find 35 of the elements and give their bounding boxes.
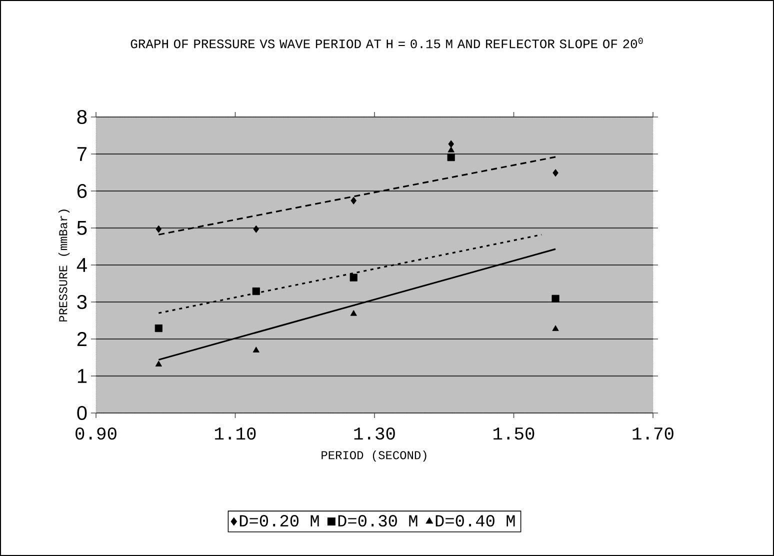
- y-tick-label: 0: [77, 406, 87, 420]
- x-tick-label: 1.10: [215, 427, 256, 440]
- point: [552, 325, 559, 331]
- point: [448, 140, 454, 148]
- point: [154, 324, 162, 332]
- point: [156, 225, 162, 233]
- y-tick-label: 7: [77, 147, 86, 161]
- y-tick-label: 8: [77, 110, 87, 124]
- y-tick-label: 3: [77, 294, 87, 310]
- legend-label: D=0.30 M: [338, 515, 418, 527]
- point: [253, 225, 260, 233]
- y-tick-label: 5: [77, 221, 87, 235]
- point: [447, 154, 455, 162]
- point: [350, 274, 358, 282]
- point: [252, 346, 260, 352]
- point: [252, 287, 260, 296]
- x-tick-label: 0.90: [76, 427, 116, 440]
- x-tick-label: 1.70: [632, 427, 674, 440]
- point: [350, 310, 357, 316]
- point: [448, 146, 454, 152]
- legend-label: D=0.40 M: [436, 515, 515, 527]
- y-axis-title: PRESSURE (mmBar): [58, 210, 70, 322]
- y-tick-label: 1: [78, 369, 87, 383]
- y-tick-label: 6: [77, 184, 87, 198]
- point: [552, 294, 560, 302]
- x-axis-title: PERIOD (SECOND): [322, 450, 426, 462]
- legend-label: D=0.20 M: [240, 515, 319, 527]
- point: [155, 360, 162, 367]
- y-tick-label: 4: [76, 258, 87, 272]
- point: [552, 169, 558, 177]
- y-tick-label: 2: [77, 332, 86, 346]
- x-tick-label: 1.50: [494, 427, 534, 440]
- point: [350, 196, 357, 204]
- chart-title: GRAPH OF PRESSURE VS WAVE PERIOD AT H = 0.15 M AND REFLECTOR SLOPE OF 20$^{0}$: [130, 38, 643, 48]
- x-tick-label: 1.30: [354, 427, 395, 440]
